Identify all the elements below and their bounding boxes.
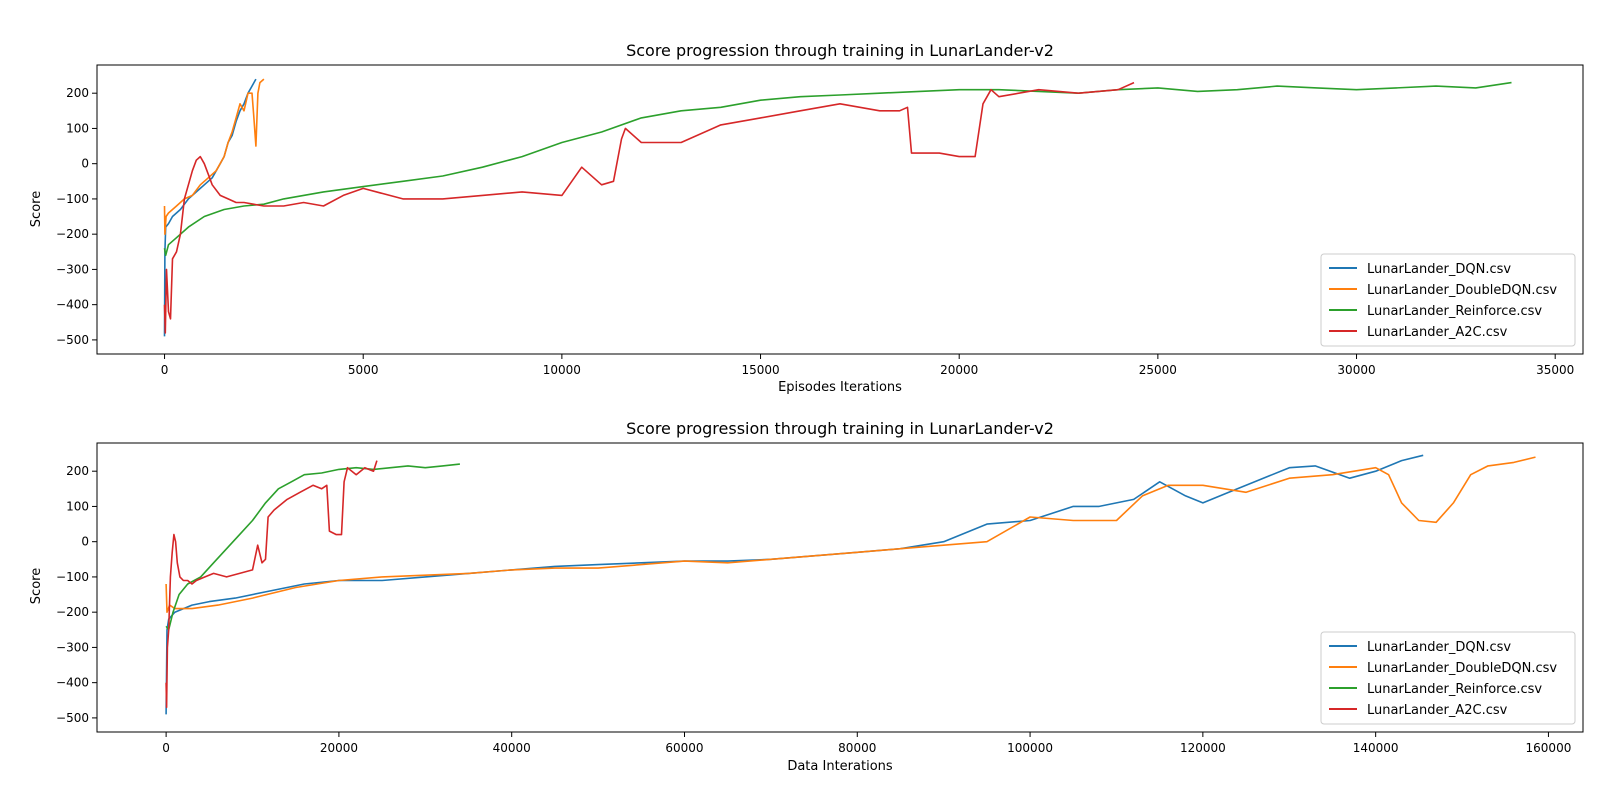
x-tick-label: 40000: [493, 741, 531, 755]
legend-label: LunarLander_DoubleDQN.csv: [1367, 661, 1557, 676]
legend: LunarLander_DQN.csv LunarLander_DoubleDQN…: [1320, 253, 1576, 347]
x-tick-label: 60000: [665, 741, 703, 755]
legend-box: [1320, 631, 1576, 725]
x-tick-label: 100000: [1007, 741, 1053, 755]
y-tick-label: −500: [56, 711, 89, 725]
legend-label: LunarLander_DoubleDQN.csv: [1367, 283, 1557, 298]
series-line-2: [163, 81, 1512, 257]
plot-lines: [165, 454, 1536, 715]
legend-label: LunarLander_Reinforce.csv: [1367, 682, 1542, 697]
legend-label: LunarLander_Reinforce.csv: [1367, 304, 1542, 319]
chart-title: Score progression through training in Lu…: [626, 41, 1054, 60]
y-tick-label: −300: [56, 262, 89, 276]
y-tick-label: −400: [56, 676, 89, 690]
x-tick-label: 20000: [320, 741, 358, 755]
chart-top: Score progression through training in Lu…: [29, 41, 1584, 395]
plot-lines: [163, 78, 1512, 337]
y-tick-label: −100: [56, 192, 89, 206]
series-line-2: [165, 463, 460, 631]
x-tick-label: 120000: [1180, 741, 1226, 755]
x-tick-label: 15000: [741, 363, 779, 377]
x-tick-label: 35000: [1536, 363, 1574, 377]
x-tick-label: 80000: [838, 741, 876, 755]
y-tick-label: 200: [66, 86, 89, 100]
x-tick-label: 0: [161, 363, 169, 377]
y-tick-label: 100: [66, 121, 89, 135]
y-tick-label: −200: [56, 605, 89, 619]
x-axis-label: Episodes Iterations: [778, 380, 902, 395]
legend-label: LunarLander_DQN.csv: [1367, 640, 1511, 655]
y-tick-label: −500: [56, 333, 89, 347]
y-axis-label: Score: [29, 568, 44, 604]
legend-label: LunarLander_DQN.csv: [1367, 262, 1511, 277]
x-tick-label: 10000: [543, 363, 581, 377]
x-tick-label: 30000: [1337, 363, 1375, 377]
series-line-0: [163, 78, 257, 337]
legend-label: LunarLander_A2C.csv: [1367, 703, 1508, 718]
y-tick-label: 0: [81, 157, 89, 171]
legend: LunarLander_DQN.csv LunarLander_DoubleDQN…: [1320, 631, 1576, 725]
legend-label: LunarLander_A2C.csv: [1367, 325, 1508, 340]
y-tick-label: −300: [56, 640, 89, 654]
plot-frame: [96, 442, 1584, 733]
y-tick-label: 100: [66, 499, 89, 513]
y-tick-label: −400: [56, 298, 89, 312]
y-tick-label: 0: [81, 535, 89, 549]
plot-frame: [96, 64, 1584, 355]
x-tick-label: 0: [162, 741, 170, 755]
series-line-3: [163, 81, 1135, 334]
y-tick-label: −200: [56, 227, 89, 241]
chart-bottom: Score progression through training in Lu…: [29, 419, 1584, 774]
chart-title: Score progression through training in Lu…: [626, 419, 1054, 438]
x-axis-label: Data Interations: [787, 759, 893, 774]
y-tick-label: 200: [66, 464, 89, 478]
legend-box: [1320, 253, 1576, 347]
x-tick-label: 5000: [348, 363, 379, 377]
y-tick-label: −100: [56, 570, 89, 584]
x-tick-label: 160000: [1526, 741, 1572, 755]
x-tick-label: 140000: [1353, 741, 1399, 755]
x-tick-label: 25000: [1139, 363, 1177, 377]
x-tick-label: 20000: [940, 363, 978, 377]
series-line-3: [165, 460, 378, 709]
series-line-0: [165, 454, 1424, 715]
y-axis-label: Score: [29, 191, 44, 227]
series-line-1: [165, 456, 1536, 614]
series-line-1: [163, 78, 265, 235]
